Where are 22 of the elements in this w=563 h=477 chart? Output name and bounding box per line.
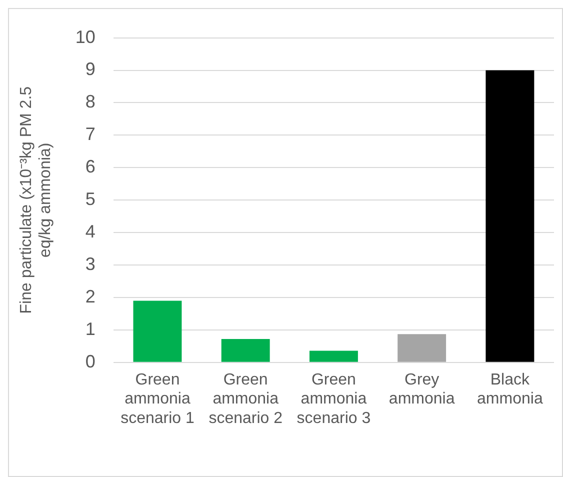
y-axis-title: Fine particulate (x10⁻³kg PM 2.5 eq/kg ammonia) xyxy=(18,86,54,314)
y-tick-label: 5 xyxy=(85,189,96,210)
bar xyxy=(133,300,182,362)
x-tick-label: Green ammonia scenario 3 xyxy=(296,371,371,427)
bar xyxy=(309,350,358,362)
y-tick-label: 4 xyxy=(85,222,96,242)
x-tick-label: Green ammonia scenario 1 xyxy=(120,371,194,427)
x-tick-label: Black ammonia xyxy=(477,371,543,408)
y-tick-label: 7 xyxy=(85,124,96,144)
bar xyxy=(398,334,446,362)
y-tick-label: 8 xyxy=(85,92,96,112)
y-tick-label: 1 xyxy=(85,318,96,339)
y-tick-label: 6 xyxy=(85,156,96,177)
y-tick-label: 9 xyxy=(85,59,96,80)
y-tick-label: 0 xyxy=(85,351,96,372)
bar xyxy=(221,339,270,362)
x-tick-label: Grey ammonia xyxy=(388,371,455,408)
x-tick-label: Green ammonia scenario 2 xyxy=(208,371,283,427)
y-tick-label: 3 xyxy=(85,254,96,274)
y-tick-label: 2 xyxy=(85,286,96,306)
y-tick-label: 10 xyxy=(75,26,96,47)
bar xyxy=(486,70,534,362)
